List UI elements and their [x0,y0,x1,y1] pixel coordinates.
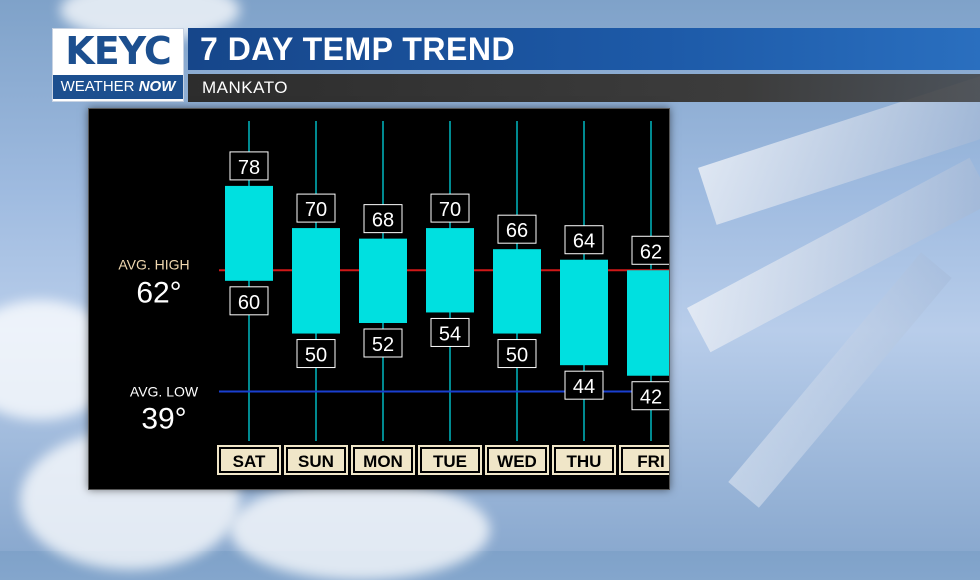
low-value-text: 50 [305,345,327,367]
low-value-label: 50 [497,339,537,369]
day-label-bg [422,449,478,471]
high-label-box [229,151,269,181]
low-value-label: 44 [564,370,604,400]
high-value-label: 66 [497,214,537,244]
day-label-bg [623,449,679,471]
low-value-label: 60 [229,286,269,316]
day-label: SAT [217,445,281,475]
high-label-box [564,225,604,255]
low-value-label: 50 [296,339,336,369]
low-value-text: 54 [439,323,461,345]
low-label-box [497,339,537,369]
high-label-box [430,193,470,223]
high-value-text: 66 [506,220,528,242]
low-value-label: 52 [363,328,403,358]
low-label-box [564,370,604,400]
day-label-bg [221,449,277,471]
high-value-label: 62 [631,235,671,265]
logo-wordmark: KEYC [65,29,171,73]
low-value-label: 42 [631,381,671,411]
high-label-box [363,204,403,234]
page-title: 7 DAY TEMP TREND [200,31,516,67]
high-label-box [296,193,336,223]
avg-high-value: 62° [136,276,181,309]
temp-trend-chart: 78 60 SAT 70 50 SUN 68 52 MON 70 54 TUE 66 50 WED 64 44 T… [118,121,683,475]
logo-subtitle: WEATHER NOW [53,75,183,99]
avg-low-value: 39° [141,403,186,436]
low-value-label: 54 [430,317,470,347]
low-label-box [430,317,470,347]
high-value-label: 78 [229,151,269,181]
title-bar: 7 DAY TEMP TREND [188,28,980,70]
high-value-label: 68 [363,204,403,234]
day-label: TUE [418,445,482,475]
temp-range-bar [225,185,273,281]
high-value-text: 68 [372,210,394,232]
day-label: WED [485,445,549,475]
day-label: FRI [619,445,683,475]
logo-subtitle-b: NOW [138,78,176,95]
cloud-decoration [230,480,490,580]
day-label-text: FRI [637,452,664,471]
temp-range-bar [493,249,541,334]
day-label-text: SUN [298,452,334,471]
day-label-text: SAT [233,452,266,471]
day-label-bg [556,449,612,471]
high-label-box [497,214,537,244]
location-bar: MANKATO [188,74,980,102]
day-label: THU [552,445,616,475]
temp-range-bar [359,238,407,323]
high-value-label: 64 [564,225,604,255]
high-value-text: 70 [305,199,327,221]
location-label: MANKATO [202,78,288,97]
day-label: SUN [284,445,348,475]
low-label-box [229,286,269,316]
low-value-text: 52 [372,334,394,356]
avg-low-label: AVG. LOW [130,384,199,400]
day-label-bg [288,449,344,471]
avg-high-label: AVG. HIGH [118,256,189,272]
low-label-box [631,381,671,411]
day-label-bg [489,449,545,471]
logo-subtitle-a: WEATHER [60,78,135,95]
low-label-box [363,328,403,358]
temp-range-bar [426,228,474,313]
station-logo: KEYC WEATHER NOW [52,28,184,102]
high-value-text: 78 [238,157,260,179]
chart-panel: 78 60 SAT 70 50 SUN 68 52 MON 70 54 TUE 66 50 WED 64 44 T… [88,108,683,490]
high-value-text: 70 [439,199,461,221]
day-label-text: WED [497,452,537,471]
low-value-text: 60 [238,292,260,314]
temp-range-bar [627,270,675,376]
low-label-box [296,339,336,369]
high-value-label: 70 [296,193,336,223]
low-value-text: 42 [640,387,662,409]
day-label-bg [355,449,411,471]
high-value-label: 70 [430,193,470,223]
low-value-text: 44 [573,376,595,398]
day-label-text: MON [363,452,403,471]
temp-range-bar [292,228,340,334]
day-label: MON [351,445,415,475]
high-value-text: 62 [640,241,662,263]
low-value-text: 50 [506,345,528,367]
temp-range-bar [560,259,608,366]
high-value-text: 64 [573,231,595,253]
day-label-text: TUE [433,452,467,471]
day-label-text: THU [567,452,602,471]
